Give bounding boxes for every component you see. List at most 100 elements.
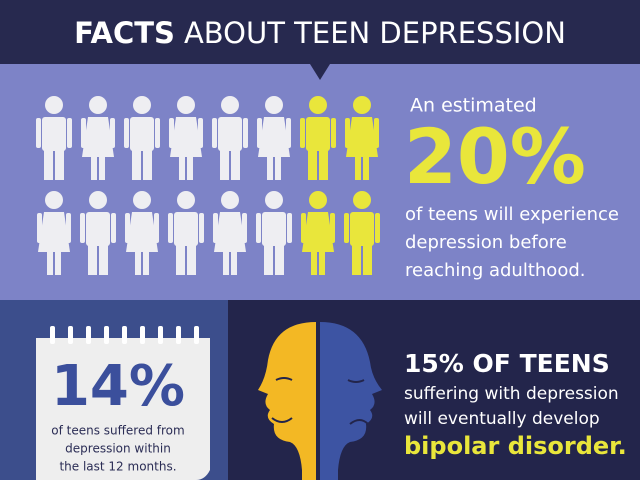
leg: [47, 250, 53, 275]
leg: [135, 250, 141, 275]
bipolar-line: will eventually develop: [404, 409, 600, 429]
head: [133, 96, 151, 114]
people-icons: [36, 96, 380, 275]
arm: [124, 118, 129, 148]
leg: [99, 244, 108, 275]
male-icon: [256, 191, 292, 275]
arm: [257, 118, 262, 148]
bipolar-line: suffering with depression: [404, 384, 619, 404]
male-icon: [124, 96, 160, 180]
leg: [55, 149, 64, 180]
leg: [223, 250, 229, 275]
arm: [169, 118, 174, 148]
arm: [256, 213, 261, 243]
leg: [132, 149, 141, 180]
arm: [111, 213, 116, 243]
head: [221, 96, 239, 114]
dress: [82, 117, 114, 157]
bipolar-heading: 15% OF TEENS: [404, 349, 610, 378]
torso: [262, 212, 286, 246]
leg: [267, 155, 273, 180]
arm: [199, 213, 204, 243]
mouth: [271, 417, 293, 423]
head: [309, 191, 327, 209]
female-icon: [301, 191, 335, 275]
arm: [80, 213, 85, 243]
head: [309, 96, 327, 114]
eye: [275, 377, 293, 381]
leg: [143, 250, 149, 275]
arm: [300, 118, 305, 148]
head: [353, 96, 371, 114]
male-icon: [212, 96, 248, 180]
arm: [168, 213, 173, 243]
calendar-rings: [50, 326, 199, 344]
male-icon: [344, 191, 380, 275]
arm: [344, 213, 349, 243]
leg: [91, 155, 97, 180]
leg: [275, 244, 284, 275]
leg: [55, 250, 61, 275]
torso: [350, 212, 374, 246]
calendar-page: [36, 338, 210, 480]
head: [45, 191, 63, 209]
calendar-figure: 14%: [51, 354, 185, 419]
head: [177, 96, 195, 114]
calendar-line: depression within: [65, 442, 171, 456]
leg: [187, 244, 196, 275]
leg: [231, 250, 237, 275]
arm: [213, 213, 218, 243]
female-icon: [37, 191, 71, 275]
leg: [44, 149, 53, 180]
female-icon: [169, 96, 203, 180]
torso: [130, 117, 154, 151]
arm: [242, 213, 247, 243]
dress: [170, 117, 202, 157]
torso: [218, 117, 242, 151]
leg: [264, 244, 273, 275]
dress: [126, 212, 158, 252]
leg: [99, 155, 105, 180]
torso: [86, 212, 110, 246]
dress: [214, 212, 246, 252]
leg: [220, 149, 229, 180]
arm: [212, 118, 217, 148]
leg: [231, 149, 240, 180]
leg: [176, 244, 185, 275]
leg: [179, 155, 185, 180]
arm: [81, 118, 86, 148]
arm: [155, 118, 160, 148]
arm: [331, 118, 336, 148]
head: [89, 191, 107, 209]
leg: [319, 250, 325, 275]
dress: [302, 212, 334, 252]
head: [265, 191, 283, 209]
leg: [363, 244, 372, 275]
calendar-line: of teens suffered from: [51, 424, 184, 438]
arm: [287, 213, 292, 243]
leg: [308, 149, 317, 180]
face-happy: [258, 322, 316, 480]
arm: [67, 118, 72, 148]
arm: [37, 213, 42, 243]
eye: [347, 379, 365, 383]
leg: [275, 155, 281, 180]
male-icon: [80, 191, 116, 275]
dress: [38, 212, 70, 252]
head: [177, 191, 195, 209]
arm: [345, 118, 350, 148]
arm: [198, 118, 203, 148]
head: [353, 191, 371, 209]
leg: [88, 244, 97, 275]
female-icon: [81, 96, 115, 180]
head: [89, 96, 107, 114]
header-band: [0, 0, 640, 64]
stat-line: depression before: [405, 232, 567, 253]
male-icon: [168, 191, 204, 275]
head: [45, 96, 63, 114]
mouth: [349, 419, 369, 425]
head: [133, 191, 151, 209]
title-bold: FACTS: [74, 16, 175, 50]
arm: [125, 213, 130, 243]
